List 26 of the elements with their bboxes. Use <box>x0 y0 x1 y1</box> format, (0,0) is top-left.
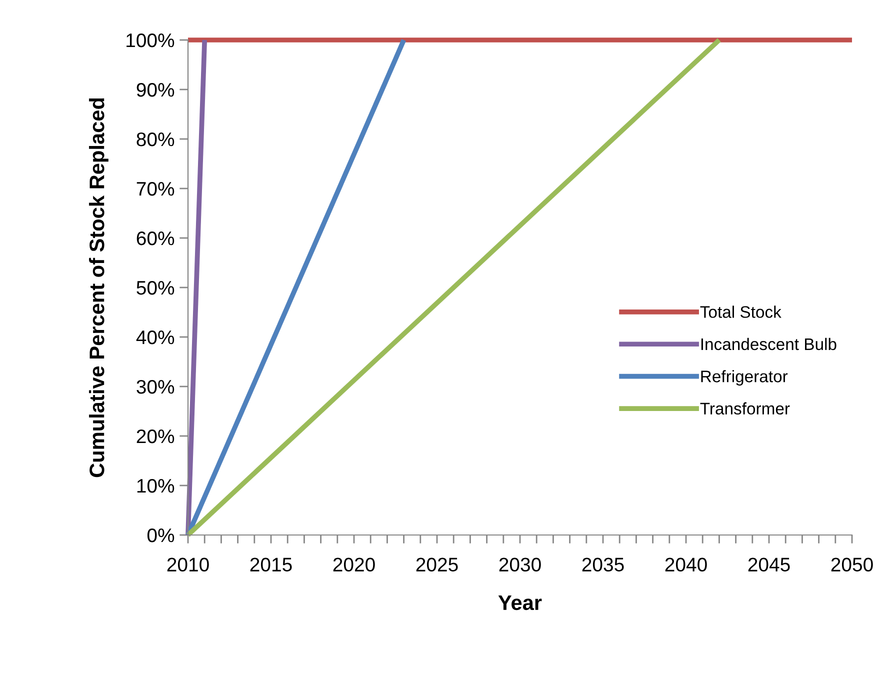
x-tick-label: 2020 <box>333 558 375 572</box>
y-tick-label: 10% <box>137 478 174 493</box>
legend-label: Refrigerator <box>701 370 788 386</box>
y-tick-label: 0% <box>147 528 174 542</box>
x-tick-label: 2025 <box>416 558 458 572</box>
y-tick-label: 30% <box>136 380 174 394</box>
y-tick-label: 40% <box>136 330 174 344</box>
y-tick-label: 80% <box>136 132 174 146</box>
x-tick-label: 2045 <box>748 558 790 572</box>
y-tick-label: 100% <box>126 33 174 48</box>
y-tick-label: 90% <box>136 82 174 97</box>
x-tick-label: 2030 <box>499 558 541 572</box>
x-tick-label: 2035 <box>582 558 624 572</box>
x-axis-title: Year <box>498 596 542 610</box>
x-tick-label: 2040 <box>665 558 707 572</box>
y-tick-label: 60% <box>136 231 174 246</box>
y-tick-label: 20% <box>136 429 174 444</box>
legend-label: Total Stock <box>700 306 782 318</box>
x-tick-label: 2010 <box>167 558 209 572</box>
y-axis-title: Cumulative Percent of Stock Replaced <box>88 98 108 478</box>
x-tick-label: 2050 <box>831 558 873 572</box>
legend-label: Transformer <box>700 402 790 415</box>
y-tick-label: 70% <box>136 182 174 196</box>
legend-label: Incandescent Bulb <box>701 338 836 350</box>
y-tick-label: 50% <box>136 280 174 295</box>
x-tick-label: 2015 <box>250 558 292 572</box>
